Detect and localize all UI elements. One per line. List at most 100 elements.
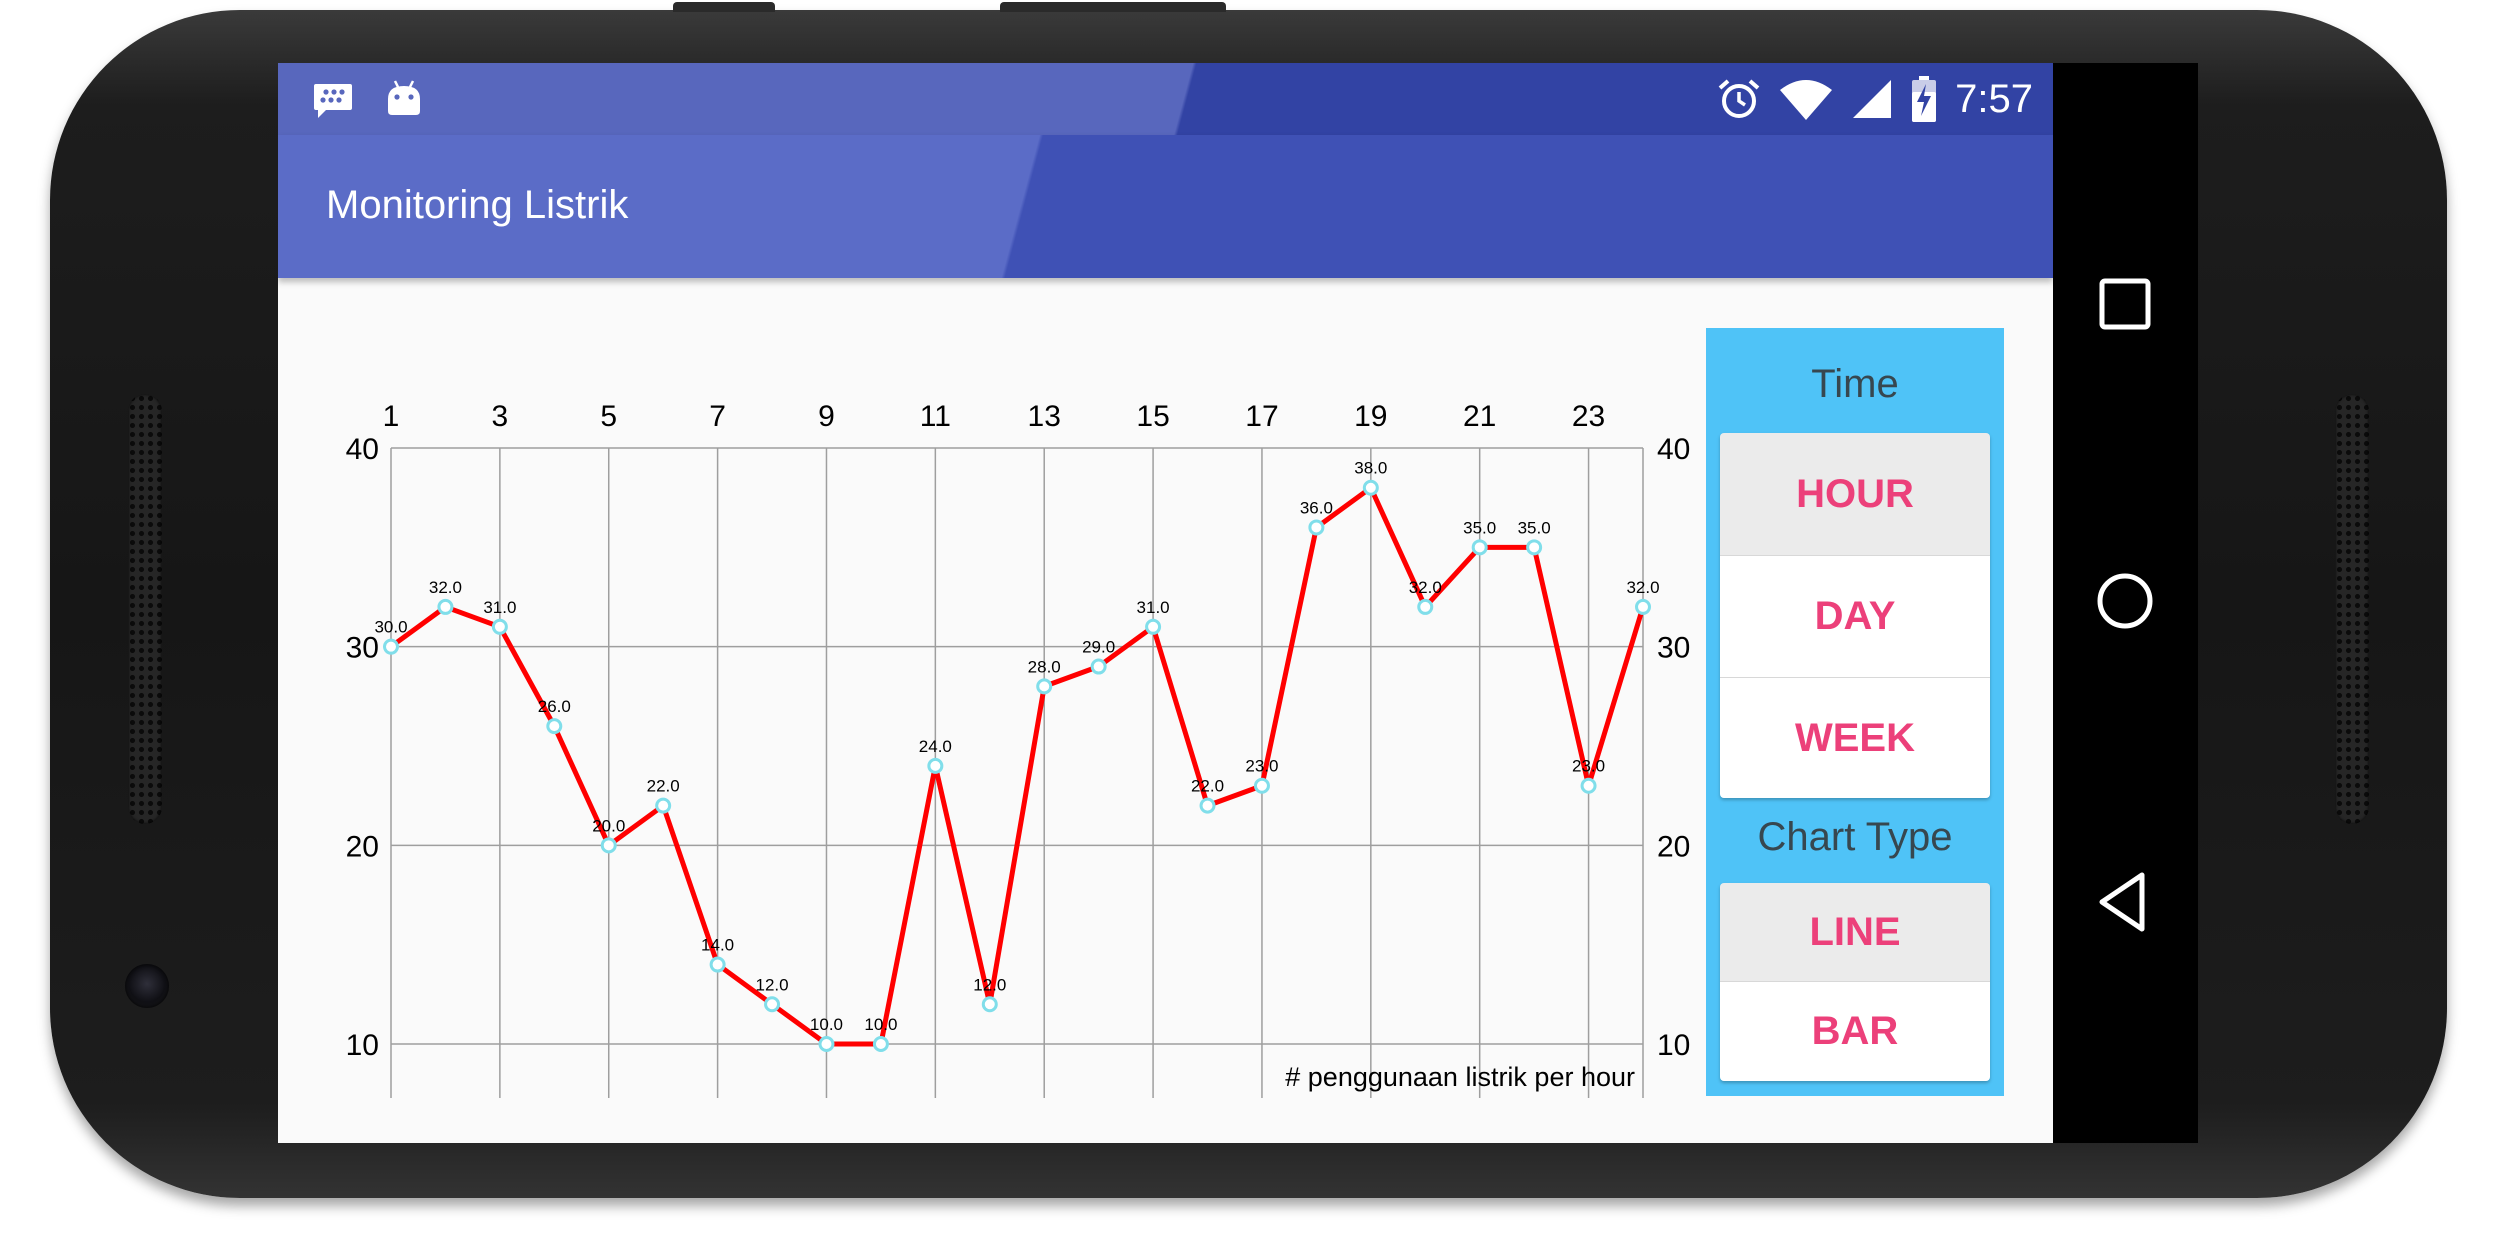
data-point [1090, 658, 1107, 675]
x-tick-label: 1 [383, 400, 400, 433]
chart-type-title: Chart Type [1757, 815, 1953, 859]
volume-button [673, 2, 775, 12]
data-point [600, 837, 617, 854]
navigation-bar [2053, 63, 2198, 1143]
device-screen: 7:57 Monitoring Listrik 10 10 20 20 30 30 40 40… [278, 63, 2198, 1143]
app-bar: Monitoring Listrik [278, 135, 2053, 278]
status-right-group: 7:57 [1717, 73, 2033, 125]
data-value-label: 35.0 [1518, 518, 1551, 537]
data-value-label: 32.0 [1409, 578, 1442, 597]
y-tick-label-left: 40 [346, 433, 379, 466]
data-value-label: 35.0 [1463, 518, 1496, 537]
status-clock: 7:57 [1955, 76, 2033, 121]
data-point [818, 1036, 835, 1052]
app-title: Monitoring Listrik [326, 183, 629, 227]
data-point [491, 618, 508, 635]
options-panel: Time HOUR DAY WEEK Chart Type LINE BAR [1706, 328, 2004, 1096]
android-debug-icon [388, 80, 420, 115]
blackberry-messenger-icon [314, 84, 352, 118]
data-point [927, 757, 944, 774]
x-tick-label: 9 [818, 400, 835, 433]
data-value-label: 30.0 [374, 618, 407, 637]
data-value-label: 12.0 [973, 975, 1006, 994]
x-tick-label: 13 [1028, 400, 1061, 433]
data-value-label: 22.0 [647, 777, 680, 796]
data-value-label: 10.0 [810, 1015, 843, 1034]
front-camera [125, 964, 169, 1008]
line-button[interactable]: LINE [1720, 883, 1990, 982]
power-button [1000, 2, 1226, 12]
wifi-icon [1780, 80, 1833, 120]
data-point [872, 1036, 889, 1052]
data-value-label: 32.0 [1626, 578, 1659, 597]
data-point [709, 956, 726, 973]
week-button[interactable]: WEEK [1720, 678, 1990, 798]
x-tick-label: 11 [920, 400, 951, 433]
status-bar: 7:57 [278, 63, 2053, 135]
x-tick-label: 15 [1136, 400, 1169, 433]
data-value-label: 12.0 [755, 975, 788, 994]
data-point [764, 996, 781, 1013]
home-button[interactable] [2090, 566, 2160, 636]
right-speaker [2335, 394, 2369, 824]
y-tick-label-left: 10 [346, 1029, 379, 1062]
day-button[interactable]: DAY [1720, 556, 1990, 678]
recents-button[interactable] [2090, 269, 2160, 339]
y-tick-label-right: 20 [1657, 830, 1690, 863]
data-value-label: 20.0 [592, 816, 625, 835]
x-tick-label: 19 [1354, 400, 1387, 433]
y-tick-label-right: 10 [1657, 1029, 1690, 1062]
data-point [655, 797, 672, 814]
y-tick-label-left: 20 [346, 830, 379, 863]
x-tick-label: 7 [709, 400, 726, 433]
data-value-label: 29.0 [1082, 638, 1115, 657]
data-point [1580, 777, 1597, 794]
data-point [437, 598, 454, 615]
signal-icon [1853, 80, 1892, 118]
x-tick-label: 3 [492, 400, 509, 433]
data-value-label: 26.0 [538, 697, 571, 716]
battery-charging-icon [1912, 76, 1937, 122]
left-speaker [128, 394, 162, 824]
data-point [1253, 777, 1270, 794]
y-tick-label-left: 30 [346, 632, 379, 665]
alarm-icon [1718, 79, 1760, 118]
time-title: Time [1811, 362, 1899, 406]
data-value-label: 31.0 [483, 598, 516, 617]
data-point [1145, 618, 1162, 635]
y-tick-label-right: 30 [1657, 632, 1690, 665]
data-value-label: 22.0 [1191, 777, 1224, 796]
data-point [981, 996, 998, 1013]
data-value-label: 28.0 [1028, 657, 1061, 676]
chart-description: # penggunaan listrik per hour [1285, 1062, 1635, 1092]
data-value-label: 23.0 [1572, 757, 1605, 776]
data-point [1199, 797, 1216, 814]
data-point [383, 638, 399, 655]
data-value-label: 31.0 [1137, 598, 1170, 617]
data-point [1036, 678, 1053, 695]
data-point [1362, 479, 1379, 496]
data-value-label: 36.0 [1300, 498, 1333, 517]
x-tick-label: 21 [1463, 400, 1496, 433]
back-button[interactable] [2090, 867, 2160, 937]
data-value-label: 10.0 [864, 1015, 897, 1034]
data-point [546, 718, 563, 735]
data-point [1471, 539, 1488, 556]
data-value-label: 24.0 [919, 737, 952, 756]
y-tick-label-right: 40 [1657, 433, 1690, 466]
data-value-label: 38.0 [1354, 459, 1387, 478]
data-value-label: 14.0 [701, 936, 734, 955]
x-tick-label: 23 [1572, 400, 1605, 433]
x-tick-label: 17 [1245, 400, 1278, 433]
data-value-label: 32.0 [429, 578, 462, 597]
series-line [389, 485, 1646, 1047]
data-point [1308, 519, 1325, 536]
line-chart[interactable]: 10 10 20 20 30 30 40 40 1 3 5 7 9 11 13 15 17 19 21 23 30.0 3… [278, 278, 1698, 1143]
x-tick-label: 5 [600, 400, 617, 433]
data-point [1526, 539, 1543, 556]
bar-button[interactable]: BAR [1720, 982, 1990, 1081]
data-point [1417, 598, 1434, 615]
hour-button[interactable]: HOUR [1720, 433, 1990, 556]
data-point [1635, 598, 1651, 615]
